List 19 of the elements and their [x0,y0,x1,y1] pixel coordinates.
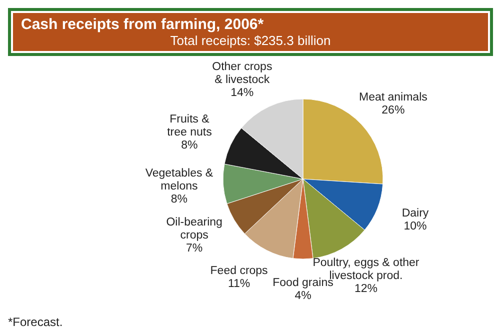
data-label: 11% [228,278,250,290]
slice-label: Oil-bearing crops [166,216,222,242]
data-label: 10% [404,220,427,232]
data-label: 4% [294,290,312,302]
text: *Forecast. [8,315,63,329]
slice-label: Dairy [402,207,429,220]
data-label: 26% [382,104,405,117]
data-label: 12% [354,282,378,295]
chart-title: Cash receipts from farming, 2006* [21,16,265,33]
data-label: 8% [181,140,198,152]
slice-label: Meat animals [358,92,428,104]
chart-subtitle: Total receipts: $235.3 billion [169,33,332,48]
data-label: 7% [186,242,203,254]
slice-label: Feed crops [210,265,268,278]
data-label: 14% [230,86,254,99]
data-label: 8% [170,193,188,206]
slice-label: Vegetables & melons [145,167,214,192]
slice-label: Other crops & livestock [212,60,272,86]
slice-label: Fruits & tree nuts [167,114,212,139]
